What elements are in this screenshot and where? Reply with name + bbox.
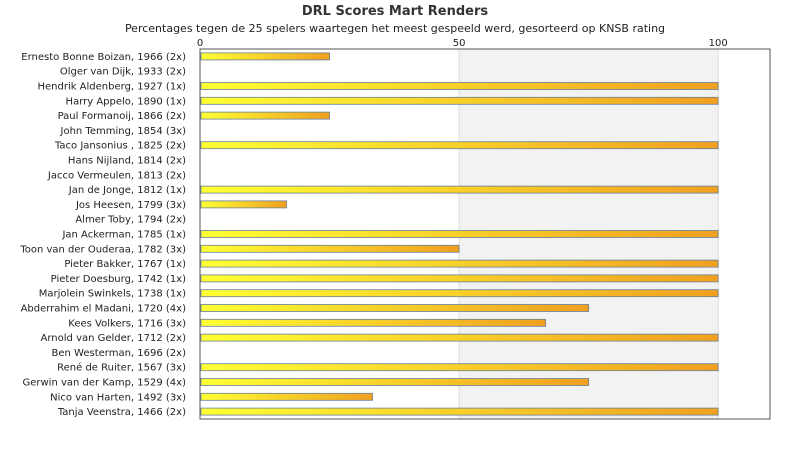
category-label: Ernesto Bonne Boizan, 1966 (2x) — [21, 52, 186, 63]
category-label: Abderrahim el Madani, 1720 (4x) — [21, 304, 187, 315]
category-label: Paul Formanoij, 1866 (2x) — [58, 111, 187, 122]
category-label: Almer Toby, 1794 (2x) — [75, 215, 186, 226]
x-tick-label: 0 — [197, 38, 203, 49]
chart-title: DRL Scores Mart Renders — [301, 4, 489, 19]
bar — [200, 111, 330, 120]
x-tick-label: 50 — [453, 38, 466, 49]
bar — [200, 274, 719, 283]
category-label: René de Ruiter, 1567 (3x) — [57, 362, 186, 374]
plot-frame — [199, 48, 771, 420]
category-label: Hans Nijland, 1814 (2x) — [68, 156, 186, 167]
category-label: Taco Jansonius , 1825 (2x) — [54, 141, 186, 152]
bar — [200, 289, 719, 298]
x-tick-label: 100 — [709, 38, 728, 49]
bar — [200, 333, 719, 342]
category-label: Olger van Dijk, 1933 (2x) — [60, 67, 186, 78]
bar — [200, 200, 287, 209]
bar — [200, 185, 719, 194]
bar — [200, 378, 590, 386]
category-label: Jan Ackerman, 1785 (1x) — [61, 230, 186, 241]
bar — [200, 259, 719, 268]
category-label: Gerwin van der Kamp, 1529 (4x) — [22, 378, 186, 389]
category-label: Nico van Harten, 1492 (3x) — [50, 392, 186, 403]
bar — [200, 407, 719, 416]
category-label: Marjolein Swinkels, 1738 (1x) — [39, 289, 186, 300]
bar — [200, 304, 590, 312]
category-label: Jacco Vermeulen, 1813 (2x) — [47, 170, 186, 181]
bar — [200, 52, 330, 61]
bar — [200, 141, 719, 150]
category-label: Hendrik Aldenberg, 1927 (1x) — [37, 82, 186, 93]
bar — [200, 230, 719, 238]
bar — [200, 363, 719, 372]
category-label: Jos Heesen, 1799 (3x) — [75, 200, 186, 211]
category-label: John Temming, 1854 (3x) — [60, 126, 187, 137]
bar — [200, 82, 719, 90]
category-label: Pieter Doesburg, 1742 (1x) — [51, 274, 186, 285]
category-label: Harry Appelo, 1890 (1x) — [66, 96, 187, 107]
bar — [200, 392, 373, 401]
category-label: Ben Westerman, 1696 (2x) — [52, 348, 187, 359]
bar — [200, 244, 460, 253]
category-label: Tanja Veenstra, 1466 (2x) — [57, 407, 186, 418]
chart-subtitle: Percentages tegen de 25 spelers waartege… — [124, 22, 666, 35]
category-label: Pieter Bakker, 1767 (1x) — [64, 259, 186, 270]
bar — [200, 318, 547, 327]
category-label: Jan de Jonge, 1812 (1x) — [68, 185, 186, 196]
bar — [200, 96, 719, 105]
category-label: Arnold van Gelder, 1712 (2x) — [41, 333, 187, 344]
category-label: Kees Volkers, 1716 (3x) — [68, 318, 186, 329]
category-label: Toon van der Ouderaa, 1782 (3x) — [19, 244, 186, 255]
